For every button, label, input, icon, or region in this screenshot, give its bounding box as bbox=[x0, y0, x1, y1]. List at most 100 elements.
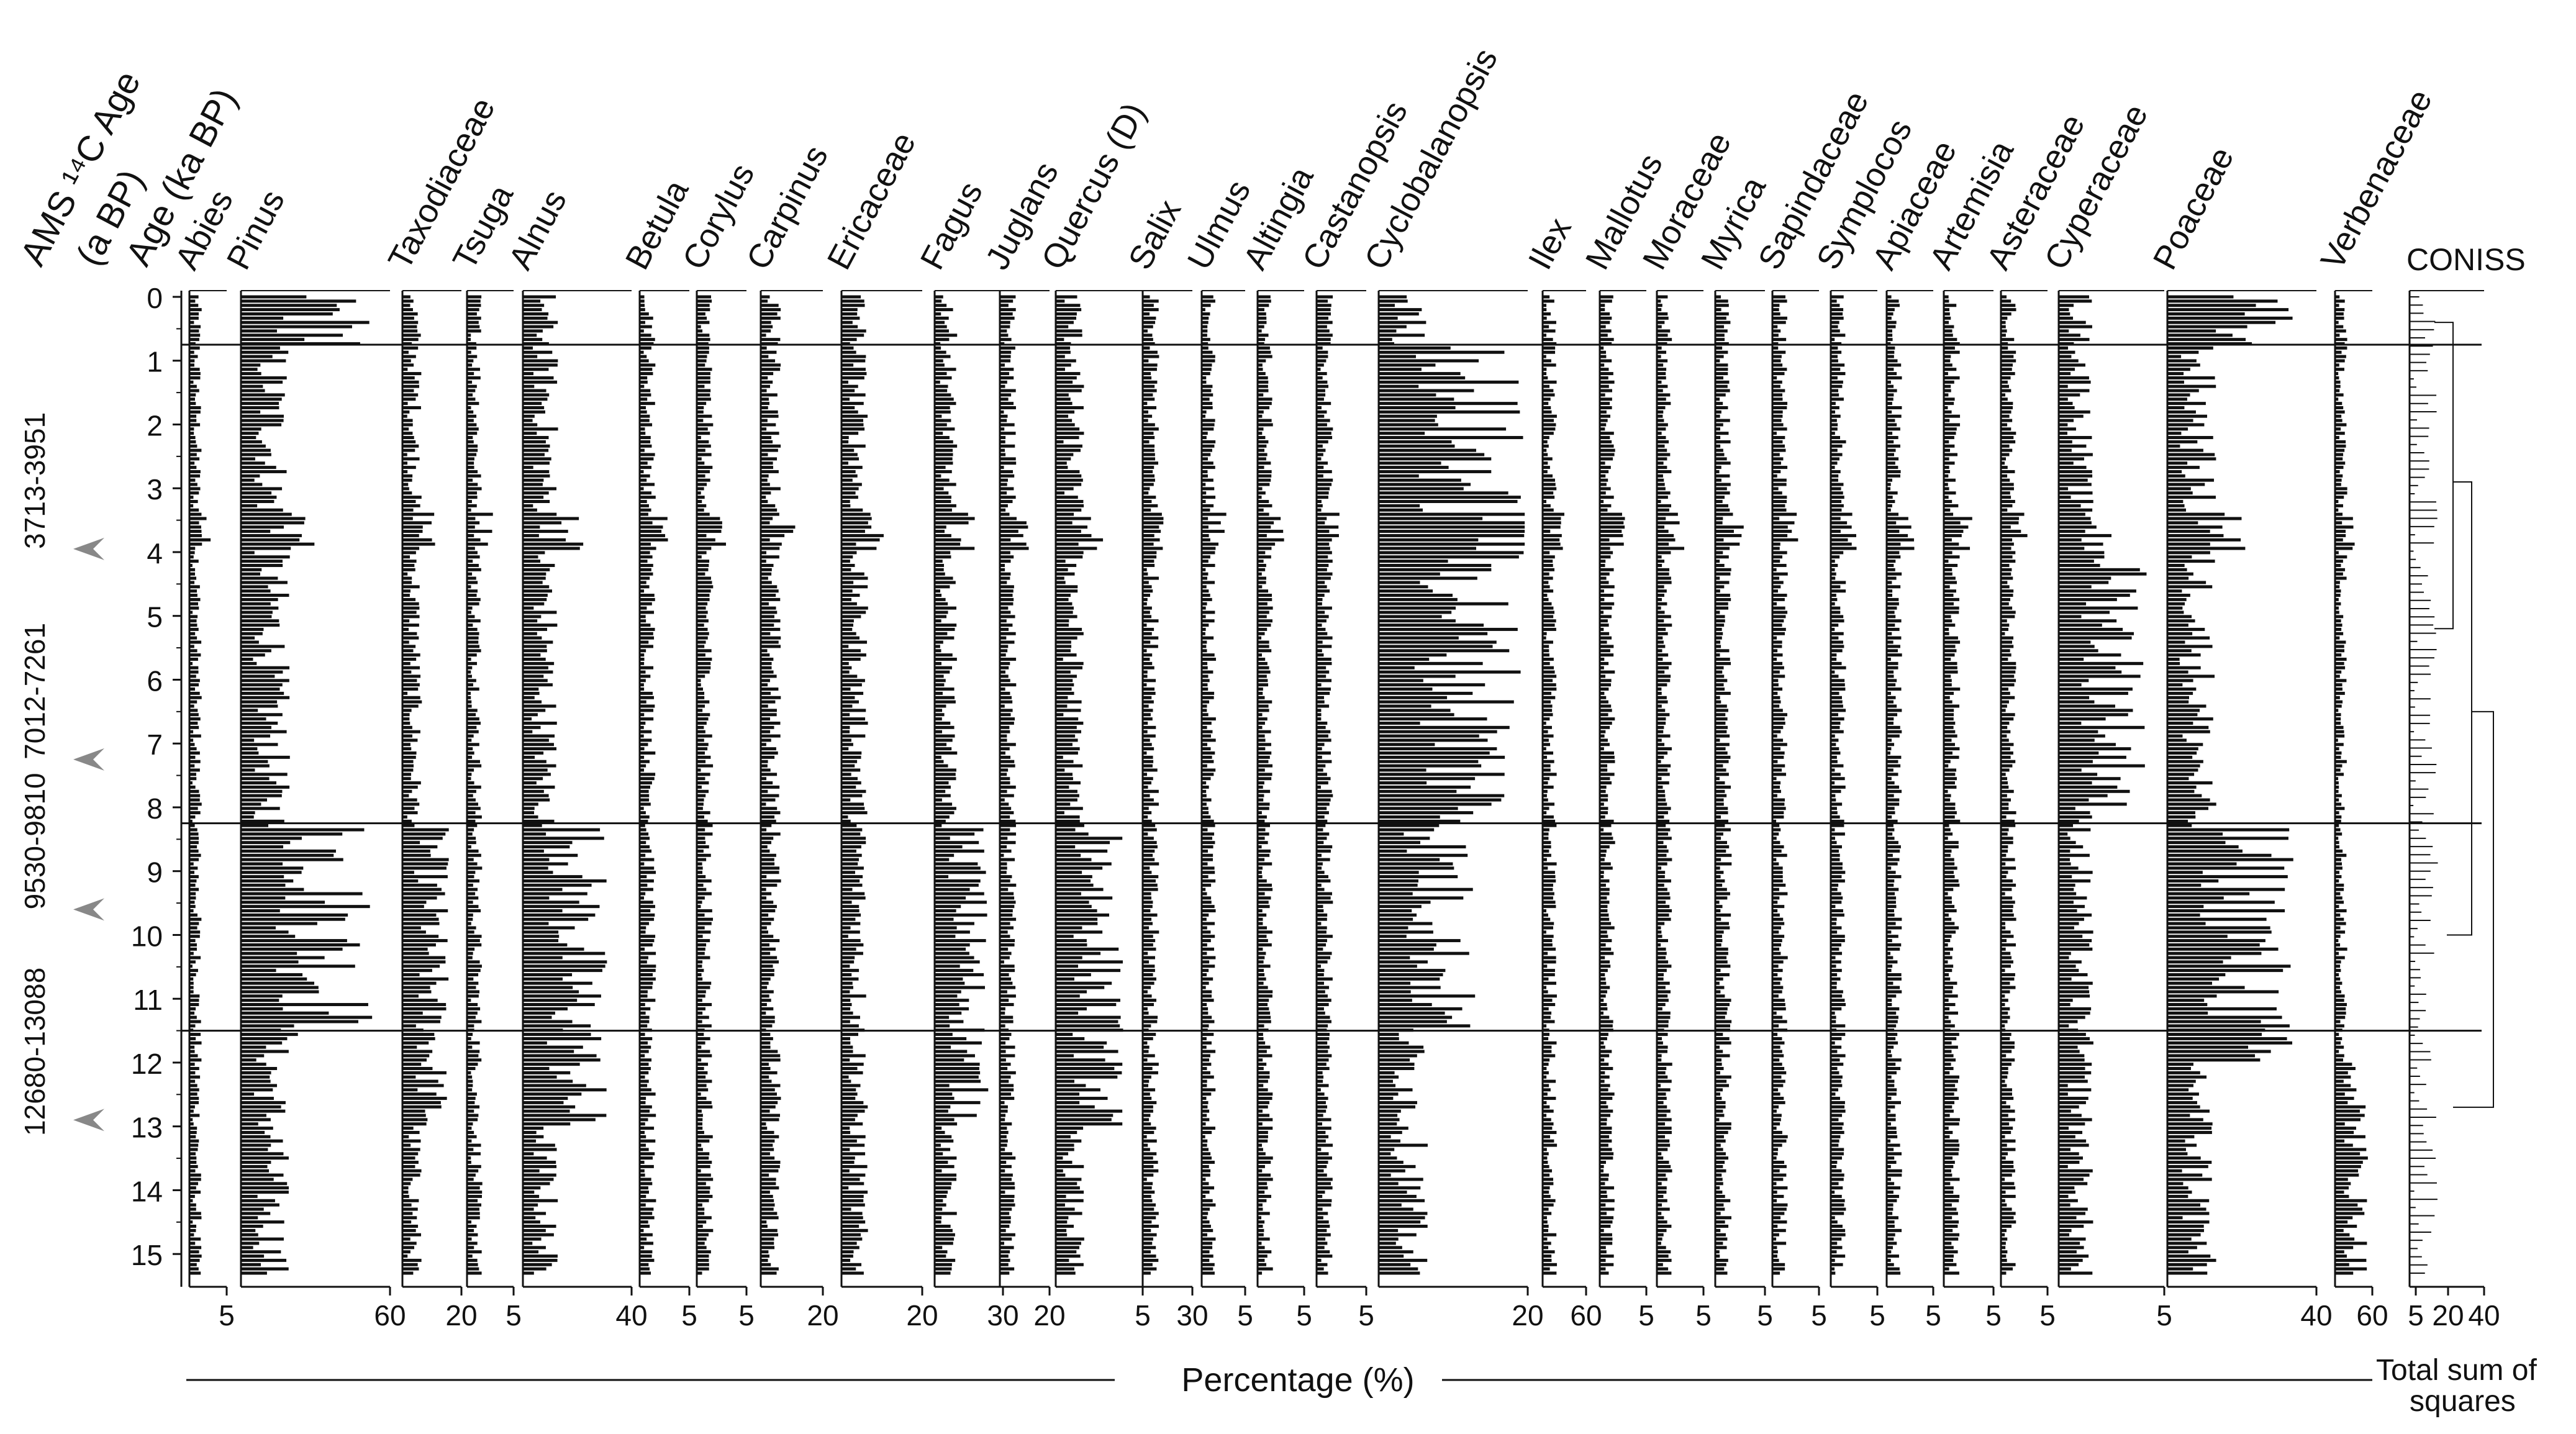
taxon-bar bbox=[1600, 342, 1612, 346]
taxon-bar bbox=[1543, 1084, 1549, 1087]
taxon-bar bbox=[1143, 1050, 1149, 1053]
taxon-bar bbox=[241, 1007, 283, 1010]
taxon-bar bbox=[523, 1220, 540, 1224]
taxon-bar bbox=[241, 1143, 271, 1147]
taxon-bar bbox=[1143, 964, 1155, 968]
taxon-bar bbox=[189, 1246, 202, 1250]
taxon-bar bbox=[402, 751, 417, 755]
taxon-bar bbox=[523, 1156, 547, 1160]
taxon-bar bbox=[402, 1063, 422, 1066]
taxon-bar bbox=[1000, 640, 1015, 644]
taxon-bar bbox=[841, 875, 863, 879]
taxon-bar bbox=[841, 866, 864, 870]
taxon-bar bbox=[1143, 973, 1153, 976]
taxon-bar bbox=[1143, 533, 1154, 537]
taxon-bar bbox=[640, 521, 653, 525]
taxon-bar bbox=[1317, 350, 1328, 354]
taxon-bar bbox=[1056, 1246, 1079, 1250]
taxon-bar bbox=[1202, 1066, 1207, 1070]
taxon-bar bbox=[1000, 1139, 1008, 1143]
taxon-bar bbox=[1056, 1063, 1123, 1066]
taxon-bar bbox=[1715, 312, 1729, 315]
taxon-bar bbox=[1317, 1224, 1330, 1228]
taxon-bar bbox=[640, 964, 656, 968]
taxon-bar bbox=[1379, 832, 1404, 836]
taxon-bar bbox=[1600, 973, 1605, 976]
taxon-bar bbox=[241, 1164, 268, 1168]
taxon-bar bbox=[697, 1199, 709, 1202]
taxon-bar bbox=[241, 1109, 286, 1113]
taxon-bar bbox=[1202, 432, 1208, 435]
taxon-bar bbox=[1258, 879, 1267, 883]
taxon-bar bbox=[1202, 338, 1210, 342]
taxon-bar bbox=[1543, 547, 1563, 550]
taxon-bar bbox=[241, 875, 284, 879]
taxon-bar bbox=[1600, 747, 1604, 751]
taxon-bar bbox=[1258, 773, 1272, 776]
taxon-bar bbox=[761, 474, 769, 478]
taxon-bar bbox=[697, 858, 707, 861]
taxon-bar bbox=[1143, 517, 1164, 520]
taxon-bar bbox=[1715, 576, 1720, 580]
taxon-bar bbox=[1657, 572, 1669, 576]
taxon-bar bbox=[1715, 670, 1723, 674]
taxon-bar bbox=[640, 1084, 648, 1087]
taxon-bar bbox=[1600, 308, 1605, 312]
taxon-bar bbox=[402, 1127, 414, 1130]
taxon-bar bbox=[1600, 1194, 1608, 1198]
taxon-bar bbox=[523, 645, 547, 648]
age-tick-label: 6 bbox=[147, 665, 163, 697]
taxon-bar bbox=[1657, 879, 1671, 883]
taxon-bar bbox=[1000, 1199, 1014, 1202]
taxon-bar bbox=[1202, 402, 1213, 406]
taxon-bar bbox=[841, 649, 861, 653]
taxon-bar bbox=[1056, 1161, 1073, 1164]
taxon-bar bbox=[1715, 487, 1727, 491]
taxon-bar bbox=[1600, 384, 1609, 388]
taxon-bar bbox=[467, 474, 481, 478]
taxon-bar bbox=[1715, 879, 1725, 883]
taxon-bar bbox=[241, 299, 356, 303]
taxon-bar bbox=[935, 466, 946, 470]
taxon-bar bbox=[1543, 1118, 1551, 1122]
taxon-bar bbox=[467, 615, 475, 619]
taxon-axis-label: 5 bbox=[1638, 1299, 1654, 1332]
taxon-bar bbox=[1317, 1194, 1323, 1198]
taxon-bar bbox=[841, 342, 850, 346]
taxon-bar bbox=[467, 619, 481, 623]
taxon-bar bbox=[1715, 947, 1728, 951]
taxon-bar bbox=[1543, 943, 1553, 946]
taxon-bar bbox=[761, 1169, 779, 1173]
taxon-bar bbox=[1056, 709, 1081, 712]
taxon-bar bbox=[935, 602, 948, 606]
taxon-bar bbox=[1657, 576, 1671, 580]
taxon-bar bbox=[1202, 1233, 1207, 1237]
taxon-bar bbox=[761, 512, 779, 516]
taxon-bar bbox=[523, 363, 558, 367]
taxon-bar bbox=[1715, 926, 1730, 930]
taxon-axis-label: 20 bbox=[1033, 1299, 1065, 1332]
taxon-bar bbox=[523, 913, 596, 917]
taxon-bar bbox=[697, 645, 705, 648]
taxon-bar bbox=[1379, 384, 1419, 388]
taxon-bar bbox=[640, 721, 646, 725]
taxon-bar bbox=[241, 316, 284, 320]
taxon-bar bbox=[697, 368, 712, 371]
taxon-bar bbox=[241, 308, 340, 312]
taxon-bar bbox=[841, 320, 853, 324]
taxon-bar bbox=[697, 547, 712, 550]
taxon-bar bbox=[761, 896, 767, 900]
taxon-bar bbox=[1143, 1075, 1151, 1079]
taxon-bar bbox=[1202, 981, 1209, 985]
taxon-bar bbox=[241, 419, 284, 422]
taxon-bar bbox=[1258, 491, 1266, 495]
taxon-bar bbox=[1600, 785, 1607, 789]
taxon-bar bbox=[1056, 512, 1074, 516]
taxon-bar bbox=[1379, 670, 1521, 674]
taxon-bar bbox=[241, 334, 343, 337]
taxon-bar bbox=[189, 329, 199, 333]
taxon-bar bbox=[841, 1114, 858, 1117]
taxon-bar bbox=[761, 496, 766, 499]
taxon-bar bbox=[467, 436, 473, 440]
